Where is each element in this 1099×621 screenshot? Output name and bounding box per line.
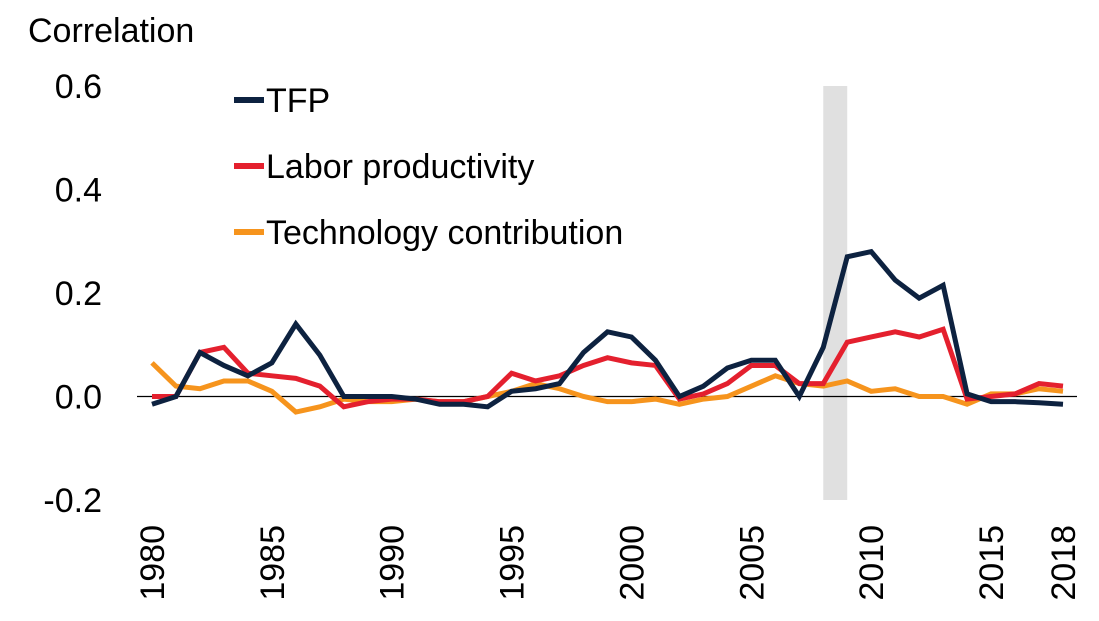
y-tick-label: 0.4 <box>55 172 102 210</box>
x-tick-label: 2005 <box>733 525 771 601</box>
line-series <box>151 248 1064 410</box>
y-tick-label: -0.2 <box>43 482 102 520</box>
x-tick-label: 2015 <box>973 525 1011 601</box>
x-tick-label: 1980 <box>134 525 172 601</box>
line-series <box>150 361 1064 415</box>
y-tick-label: 0.6 <box>55 68 102 106</box>
y-tick-label: 0.2 <box>55 275 102 313</box>
x-tick-label: 2000 <box>613 525 651 601</box>
legend-label: TFP <box>266 82 330 120</box>
x-tick-label: 1985 <box>254 525 292 601</box>
line-series <box>152 326 1064 410</box>
legend-label: Technology contribution <box>266 214 623 252</box>
x-tick-label: 2010 <box>853 525 891 601</box>
x-tick-label: 1995 <box>494 525 532 601</box>
legend-label: Labor productivity <box>266 148 534 186</box>
x-tick-label: 1990 <box>374 525 412 601</box>
x-tick-label: 2018 <box>1045 525 1083 601</box>
y-tick-label: 0.0 <box>55 379 102 417</box>
y-axis-label: Correlation <box>28 12 194 50</box>
